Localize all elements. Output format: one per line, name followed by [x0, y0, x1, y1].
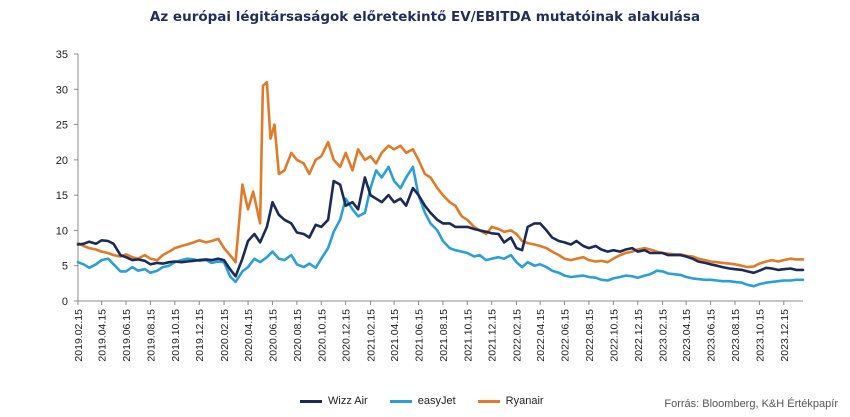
y-tick-label: 25 [56, 120, 68, 132]
chart-title: Az európai légitársaságok előretekintő E… [149, 9, 701, 25]
x-tick-label: 2020.12.15 [341, 309, 353, 362]
x-tick-label: 2022.06.15 [560, 309, 572, 362]
y-tick-label: 0 [62, 296, 68, 308]
x-tick-label: 2021.08.15 [438, 309, 450, 362]
legend-swatch-ryanair [477, 399, 500, 403]
x-tick-label: 2021.04.15 [389, 309, 401, 362]
x-tick-label: 2023.08.15 [730, 309, 742, 362]
y-tick-label: 30 [56, 84, 68, 96]
y-tick-label: 20 [56, 155, 68, 167]
series-line-easyjet [76, 165, 805, 288]
x-tick-label: 2020.08.15 [292, 309, 304, 362]
legend-label-wizz-air: Wizz Air [328, 395, 368, 407]
x-tick-label: 2023.04.15 [681, 309, 693, 362]
y-axis: 0 5 10 15 20 25 30 35 [56, 49, 79, 308]
x-axis: 2019.02.15 2019.04.15 2019.06.15 2019.08.15… [73, 300, 803, 362]
x-tick-label: 2019.06.15 [121, 309, 133, 362]
x-tick-label: 2022.04.15 [535, 309, 547, 362]
legend-swatch-easyjet [389, 399, 412, 403]
x-tick-label: 2023.02.15 [658, 309, 670, 362]
x-tick-label: 2020.10.15 [316, 309, 328, 362]
x-tick-label: 2020.06.15 [267, 309, 279, 362]
legend-label-easyjet: easyJet [417, 395, 456, 407]
x-tick-label: 2020.02.15 [219, 309, 231, 362]
x-tick-label: 2020.04.15 [243, 309, 255, 362]
x-tick-label: 2021.10.15 [462, 309, 474, 362]
x-tick-label: 2019.08.15 [145, 309, 157, 362]
legend-item-easyjet: easyJet [389, 395, 456, 407]
legend-item-ryanair: Ryanair [477, 395, 544, 407]
x-tick-label: 2022.10.15 [608, 309, 620, 362]
x-tick-label: 2022.02.15 [512, 309, 524, 362]
x-tick-label: 2021.12.15 [487, 309, 499, 362]
legend: Wizz Air easyJet Ryanair [300, 393, 544, 409]
x-tick-label: 2021.02.15 [365, 309, 377, 362]
x-tick-label: 2023.06.15 [706, 309, 718, 362]
x-tick-label: 2019.04.15 [97, 309, 109, 362]
x-tick-label: 2019.02.15 [73, 309, 85, 362]
y-tick-label: 5 [62, 261, 68, 273]
x-tick-label: 2019.10.15 [170, 309, 182, 362]
y-tick-label: 15 [56, 190, 68, 202]
y-tick-label: 35 [56, 49, 68, 61]
source-note: Forrás: Bloomberg, K&H Értékpapír [664, 398, 838, 410]
legend-swatch-wizz-air [300, 399, 322, 403]
x-tick-label: 2021.06.15 [413, 309, 425, 362]
x-tick-label: 2022.08.15 [584, 309, 596, 362]
x-tick-label: 2023.12.15 [779, 309, 791, 362]
series-line-wizz-air [76, 176, 805, 278]
series-line-ryanair [76, 80, 805, 269]
x-tick-label: 2022.12.15 [633, 309, 645, 362]
plot-area [76, 80, 805, 288]
x-tick-label: 2019.12.15 [194, 309, 206, 362]
legend-item-wizz-air: Wizz Air [300, 395, 368, 407]
x-tick-label: 2023.10.15 [754, 309, 766, 362]
legend-label-ryanair: Ryanair [505, 395, 544, 407]
y-tick-label: 10 [56, 225, 68, 237]
